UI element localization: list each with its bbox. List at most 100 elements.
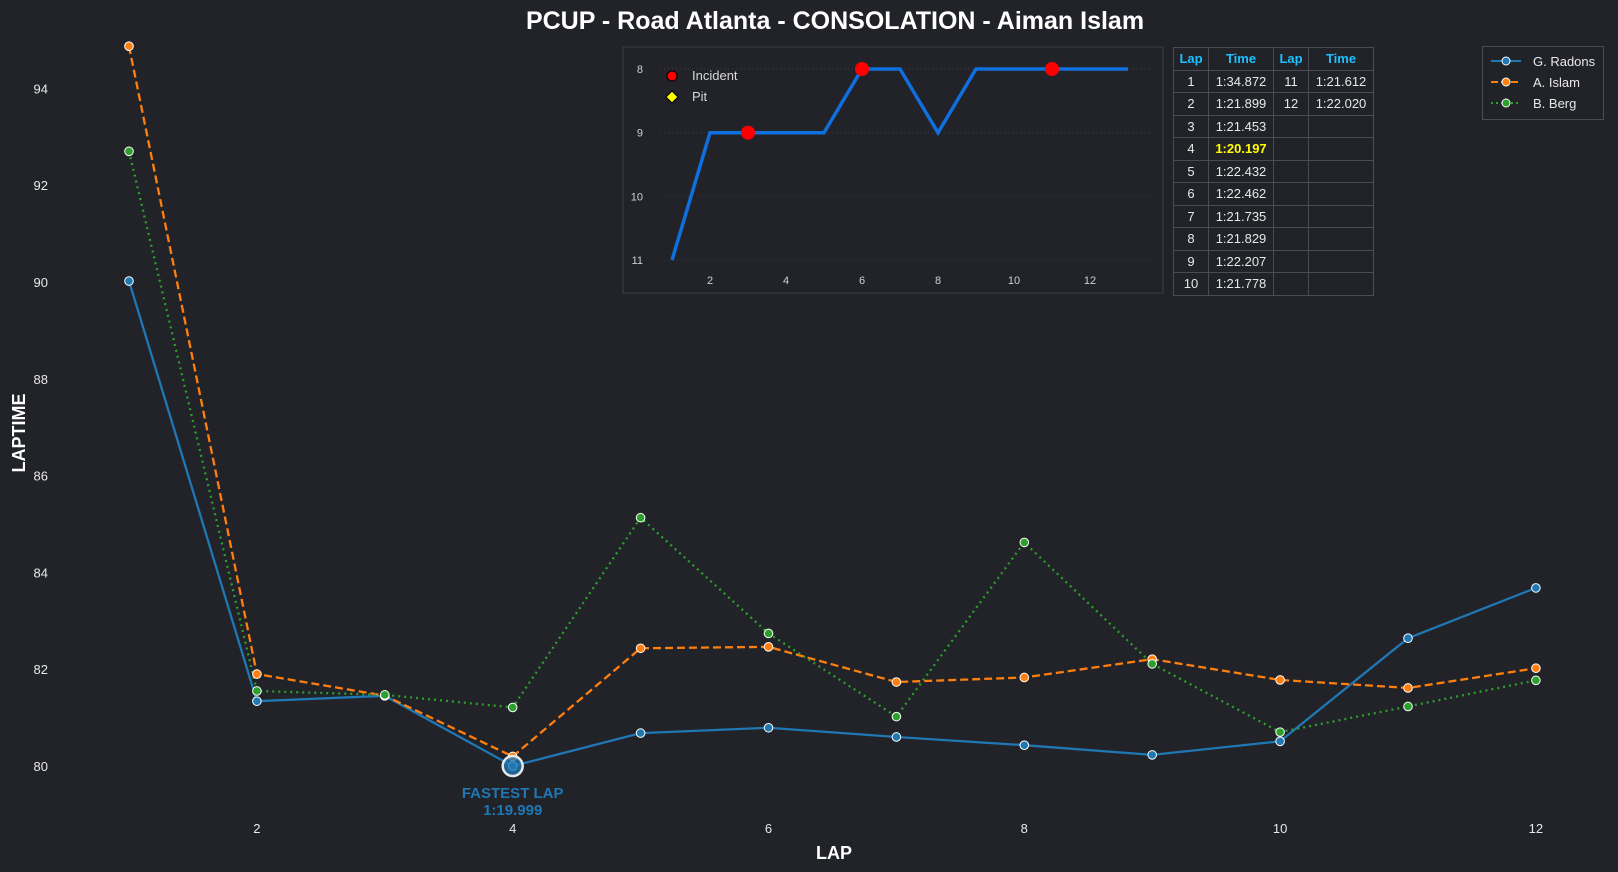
y-tick-label: 90 xyxy=(34,275,48,290)
fastest-lap-label: FASTEST LAP xyxy=(462,785,564,802)
lap-number-cell: 2 xyxy=(1173,92,1209,116)
table-row: 2 1:21.899 12 1:22.020 xyxy=(1173,92,1374,116)
lap-times-table: Lap Time Lap Time 1 1:34.872 11 1:21.612 2 1:… xyxy=(1173,47,1374,296)
legend-label: G. Radons xyxy=(1533,53,1596,69)
data-point xyxy=(1019,672,1030,683)
lap-time-cell: 1:21.899 xyxy=(1208,92,1274,116)
data-point xyxy=(1275,675,1285,685)
table-row: 5 1:22.432 xyxy=(1173,159,1374,183)
inset-y-tick-label: 9 xyxy=(637,128,643,140)
data-point xyxy=(891,732,902,742)
lap-time-cell: 1:34.872 xyxy=(1208,69,1274,93)
inset-x-tick-label: 8 xyxy=(935,275,941,287)
legend-line-dotted-icon xyxy=(1491,98,1521,108)
table-header-time-2: Time xyxy=(1308,47,1374,71)
lap-number-cell: 10 xyxy=(1173,272,1209,296)
y-tick-label: 82 xyxy=(34,662,48,677)
data-point xyxy=(252,669,262,679)
inset-legend-pit: Pit xyxy=(692,89,708,104)
incident-marker xyxy=(855,62,869,76)
y-tick-label: 92 xyxy=(34,178,48,193)
chart-title: PCUP - Road Atlanta - CONSOLATION - Aima… xyxy=(526,7,1144,35)
data-point xyxy=(1019,537,1030,548)
table-row: 4 1:20.197 xyxy=(1173,137,1374,161)
table-header-time: Time xyxy=(1208,47,1274,71)
lap-time-cell xyxy=(1308,182,1374,206)
lap-time-cell: 1:21.453 xyxy=(1208,114,1274,138)
data-point xyxy=(1531,675,1541,686)
legend-item-berg: B. Berg xyxy=(1491,93,1576,113)
lap-number-cell: 5 xyxy=(1173,159,1209,183)
table-row: 3 1:21.453 xyxy=(1173,114,1374,138)
inset-y-tick-label: 11 xyxy=(632,255,643,267)
lap-number-cell xyxy=(1273,114,1309,138)
chart-legend: G. Radons A. Islam B. Berg xyxy=(1482,46,1604,120)
inset-x-tick-label: 6 xyxy=(859,275,865,287)
data-point xyxy=(1275,727,1285,737)
lap-time-cell: 1:21.612 xyxy=(1308,69,1374,93)
lap-number-cell xyxy=(1273,227,1309,251)
data-point xyxy=(1531,583,1541,593)
lap-time-cell: 1:22.020 xyxy=(1308,92,1374,116)
lap-number-cell: 3 xyxy=(1173,114,1209,138)
lap-time-cell xyxy=(1308,227,1374,251)
series-line-g-radons xyxy=(127,280,1537,768)
data-point xyxy=(763,642,774,652)
lap-number-cell xyxy=(1273,137,1309,161)
lap-number-cell xyxy=(1273,249,1309,273)
lap-time-cell xyxy=(1308,137,1374,161)
series-line-b-berg xyxy=(127,151,1537,734)
table-row: 10 1:21.778 xyxy=(1173,272,1374,296)
inset-x-tick-label: 2 xyxy=(707,275,713,287)
data-point xyxy=(1275,736,1285,747)
inset-x-tick-label: 4 xyxy=(783,275,789,287)
data-point xyxy=(124,41,134,51)
legend-line-solid-icon xyxy=(1491,56,1521,66)
lap-time-cell: 1:20.197 xyxy=(1208,137,1274,161)
data-point xyxy=(635,512,646,523)
lap-time-cell xyxy=(1308,249,1374,273)
lap-number-cell: 11 xyxy=(1273,69,1309,93)
table-header-lap: Lap xyxy=(1173,47,1209,71)
data-point xyxy=(891,677,902,687)
lap-time-cell: 1:21.829 xyxy=(1208,227,1274,251)
lap-number-cell: 4 xyxy=(1173,137,1209,161)
x-tick-label: 8 xyxy=(1021,821,1028,836)
y-tick-label: 80 xyxy=(34,759,48,774)
data-point xyxy=(891,711,902,722)
lap-number-cell: 6 xyxy=(1173,182,1209,206)
data-point xyxy=(1019,740,1030,750)
y-tick-label: 88 xyxy=(34,372,48,387)
inset-x-tick-label: 12 xyxy=(1084,275,1096,287)
x-axis-label: LAP xyxy=(816,843,852,863)
y-tick-label: 86 xyxy=(34,469,48,484)
inset-y-tick-label: 8 xyxy=(637,64,643,76)
data-point xyxy=(507,702,518,713)
x-tick-label: 12 xyxy=(1529,821,1543,836)
lap-number-cell: 9 xyxy=(1173,249,1209,273)
lap-number-cell: 12 xyxy=(1273,92,1309,116)
x-tick-label: 6 xyxy=(765,821,772,836)
data-point xyxy=(1147,659,1157,669)
lap-time-cell: 1:21.735 xyxy=(1208,204,1274,228)
lap-number-cell xyxy=(1273,182,1309,206)
data-point xyxy=(763,628,774,639)
lap-number-cell xyxy=(1273,204,1309,228)
table-row: 7 1:21.735 xyxy=(1173,204,1374,228)
legend-label: B. Berg xyxy=(1533,95,1577,111)
x-tick-label: 2 xyxy=(253,821,260,836)
lap-time-cell xyxy=(1308,204,1374,228)
lap-time-cell xyxy=(1308,272,1374,296)
fastest-lap-marker xyxy=(501,754,524,778)
legend-item-islam: A. Islam xyxy=(1491,72,1580,92)
fastest-lap-time: 1:19.999 xyxy=(483,802,542,819)
y-tick-label: 84 xyxy=(34,565,48,580)
data-point xyxy=(124,146,134,157)
data-point xyxy=(1531,663,1541,674)
legend-label: A. Islam xyxy=(1533,74,1580,90)
legend-line-dashed-icon xyxy=(1491,77,1521,87)
table-row: 1 1:34.872 11 1:21.612 xyxy=(1173,69,1374,93)
x-tick-label: 4 xyxy=(509,821,516,836)
pit-legend-icon xyxy=(665,90,679,104)
